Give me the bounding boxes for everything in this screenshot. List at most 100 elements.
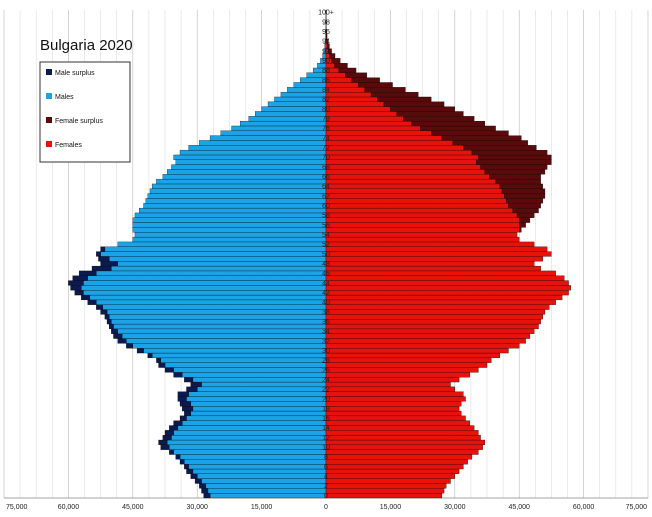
female-bar [325, 96, 378, 102]
female-bar [325, 251, 552, 257]
male-surplus-bar [91, 265, 112, 272]
male-bar [190, 410, 327, 417]
male-bar [171, 164, 327, 170]
male-bar [149, 188, 327, 194]
male-bar [239, 120, 327, 127]
male-bar [166, 169, 327, 175]
legend-swatch-male-surplus [46, 69, 52, 75]
female-bar [325, 444, 483, 450]
male-bar [166, 439, 327, 446]
age-tick-label: 50 [322, 251, 330, 258]
female-surplus-bar [338, 67, 357, 73]
female-bar [325, 130, 432, 136]
male-bar [188, 145, 327, 151]
male-surplus-bar [186, 386, 198, 392]
female-surplus-bar [411, 120, 486, 127]
male-surplus-bar [68, 280, 84, 286]
male-surplus-bar [109, 323, 114, 330]
age-tick-label: 10 [322, 445, 330, 452]
male-bar [267, 101, 327, 107]
female-surplus-bar [476, 159, 552, 165]
female-surplus-bar [420, 125, 496, 131]
age-tick-label: 12 [322, 435, 330, 442]
male-bar [109, 256, 327, 262]
male-surplus-bar [194, 478, 202, 484]
age-tick-label: 28 [322, 358, 330, 365]
male-surplus-bar [173, 420, 183, 426]
female-bar [325, 420, 470, 426]
female-bar [325, 333, 531, 339]
male-bar [126, 338, 327, 344]
female-surplus-bar [331, 58, 341, 64]
male-bar [274, 96, 327, 102]
male-bar [201, 478, 327, 484]
x-tick-label: 30,000 [444, 504, 466, 511]
male-surplus-bar [100, 246, 106, 252]
female-bar [325, 473, 455, 479]
age-tick-label: 38 [322, 309, 330, 316]
male-bar [280, 91, 327, 98]
male-surplus-bar [106, 319, 112, 325]
male-surplus-bar [87, 299, 97, 305]
female-bar [325, 314, 543, 320]
x-tick-label: 45,000 [122, 504, 144, 511]
age-tick-label: 78 [322, 116, 330, 123]
male-bar [134, 232, 327, 238]
x-tick-label: 45,000 [508, 504, 530, 511]
male-surplus-bar [96, 304, 103, 310]
age-tick-label: 86 [322, 77, 330, 84]
female-bar [325, 164, 481, 170]
male-surplus-bar [190, 381, 202, 388]
female-bar [325, 261, 535, 267]
female-surplus-bar [329, 53, 336, 59]
female-bar [325, 285, 571, 291]
male-bar [207, 488, 327, 494]
male-bar [186, 396, 327, 402]
male-bar [173, 449, 327, 455]
female-bar [325, 367, 479, 373]
male-bar [132, 236, 327, 243]
male-bar [169, 444, 327, 450]
female-bar [325, 319, 541, 325]
male-bar [134, 212, 327, 218]
x-tick-layer: 75,000 60,000 45,000 30,000 15,000 0 15,000 30,… [6, 504, 647, 511]
female-surplus-bar [403, 116, 475, 122]
male-bar [132, 217, 327, 223]
male-bar [179, 149, 327, 156]
female-bar [325, 106, 391, 112]
x-tick-label: 60,000 [58, 504, 80, 511]
female-surplus-bar [383, 101, 445, 107]
male-bar [83, 280, 327, 286]
age-tick-label: 22 [322, 387, 330, 394]
age-tick-label: 66 [322, 174, 330, 181]
male-surplus-bar [179, 415, 187, 421]
male-surplus-bar [199, 483, 206, 489]
age-tick-label: 94 [322, 39, 330, 46]
male-surplus-bar [81, 294, 91, 301]
female-bar [325, 203, 509, 209]
age-tick-label: 26 [322, 367, 330, 374]
female-surplus-bar [390, 106, 455, 112]
x-tick-label: 15,000 [251, 504, 273, 511]
male-surplus-bar [100, 261, 118, 267]
male-surplus-bar [156, 357, 161, 363]
female-bar [325, 386, 455, 392]
female-bar [325, 338, 526, 344]
female-bar [325, 236, 520, 243]
male-bar [192, 377, 327, 383]
age-tick-label: 34 [322, 329, 330, 336]
age-tick-label: 2 [324, 483, 328, 490]
female-bar [325, 111, 397, 117]
male-bar [117, 241, 327, 247]
age-tick-label: 32 [322, 338, 330, 345]
female-bar [325, 135, 443, 141]
male-surplus-bar [184, 410, 191, 417]
male-bar [113, 323, 327, 330]
age-tick-label: 60 [322, 203, 330, 210]
male-bar [182, 420, 327, 426]
male-surplus-bar [169, 449, 174, 455]
female-surplus-bar [508, 203, 541, 209]
female-bar [325, 299, 556, 305]
female-bar [325, 493, 443, 499]
